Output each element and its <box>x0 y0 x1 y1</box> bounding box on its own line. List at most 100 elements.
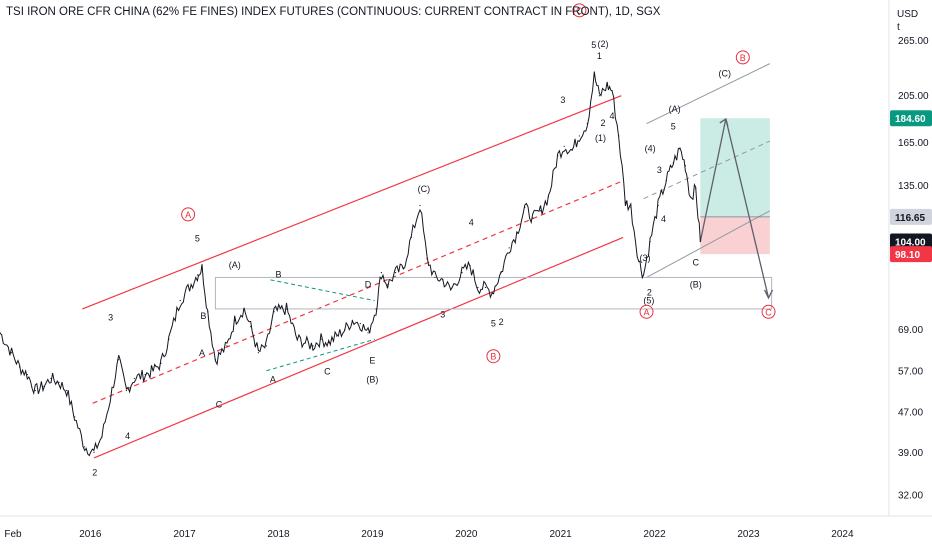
price-point <box>160 362 162 364</box>
price-point <box>58 381 60 383</box>
wave-label: C <box>692 258 699 268</box>
price-point <box>642 274 645 276</box>
x-tick-label: 2024 <box>831 529 854 540</box>
price-point <box>207 311 209 313</box>
price-point <box>179 300 181 302</box>
wave-label: 5 <box>195 234 200 244</box>
x-tick-label: 2022 <box>643 529 666 540</box>
wave-label: B <box>200 311 206 321</box>
price-point <box>296 338 298 340</box>
y-tick-label: 47.00 <box>898 408 923 419</box>
channel-line-middle <box>92 180 624 404</box>
price-point <box>367 332 369 334</box>
price-point <box>638 260 640 262</box>
wave-label: 2 <box>92 468 97 478</box>
price-tag-label: 116.65 <box>895 213 925 224</box>
price-point <box>34 389 36 392</box>
price-point <box>624 201 627 203</box>
currency-label: USD t <box>897 8 918 34</box>
wave-label: (A) <box>669 104 681 114</box>
wave-label: 3 <box>440 310 445 320</box>
price-point <box>84 446 86 448</box>
y-tick-label: 135.00 <box>898 181 929 192</box>
wave-label: 3 <box>108 313 113 323</box>
wave-label: (B) <box>690 279 702 289</box>
price-point <box>394 272 397 274</box>
time-axis[interactable]: Feb 2016 2017 2018 2019 2020 2021 2022 2023 2024 <box>4 529 854 540</box>
x-tick-label: 2023 <box>737 529 760 540</box>
price-axis[interactable]: 265.00 205.00 165.00 135.00 104.00 69.00 57.00… <box>898 36 929 501</box>
triangle-lower-line <box>266 338 375 372</box>
price-point <box>152 370 154 372</box>
x-tick-label: 2020 <box>455 529 478 540</box>
price-point <box>593 75 595 77</box>
price-point <box>18 366 21 368</box>
projection-arrow-up <box>719 117 729 127</box>
circled-wave-marker <box>761 304 776 319</box>
price-point <box>214 359 217 361</box>
y-tick-label: 69.00 <box>898 325 923 336</box>
price-point <box>243 308 245 310</box>
channel-line-lower <box>93 236 624 459</box>
price-point <box>226 345 228 347</box>
price-point <box>508 247 510 249</box>
price-point <box>320 338 322 340</box>
wave-label: 3 <box>657 165 662 175</box>
price-point <box>618 135 620 137</box>
wave-label: (B) <box>366 374 378 384</box>
circled-wave-label: C <box>765 307 772 317</box>
wave-label: 3 <box>560 95 565 105</box>
price-tag-label: 184.60 <box>895 114 926 125</box>
price-tag-bg <box>890 246 932 263</box>
price-tag-bg <box>890 208 932 225</box>
channel-line-upper <box>82 95 622 310</box>
price-point <box>125 389 127 392</box>
price-series <box>0 71 701 457</box>
price-tag-label: 98.10 <box>895 250 920 261</box>
price-point <box>265 345 267 347</box>
circled-wave-label: A <box>185 210 191 220</box>
grey-channel-line-0 <box>646 63 771 125</box>
circled-wave-marker <box>572 3 587 18</box>
price-point <box>42 385 44 388</box>
price-point <box>679 148 681 150</box>
price-point <box>539 210 542 212</box>
price-point <box>672 162 674 164</box>
price-point <box>66 389 68 392</box>
price-point <box>606 84 608 87</box>
circled-wave-label: C <box>576 6 583 16</box>
price-point <box>426 258 428 260</box>
wave-label: (4) <box>645 144 656 154</box>
price-tag-label: 104.00 <box>895 238 926 249</box>
wave-label: A <box>270 374 276 384</box>
circled-wave-label: B <box>490 352 496 362</box>
x-tick-label: 2016 <box>79 529 102 540</box>
price-point <box>547 196 550 198</box>
currency-sub-unit: t <box>897 22 900 33</box>
price-point <box>234 319 236 322</box>
price-line <box>0 71 701 457</box>
price-point <box>410 236 412 239</box>
wave-label: 5 <box>491 319 496 329</box>
price-point <box>699 240 701 243</box>
price-point <box>557 155 559 157</box>
projection-arrow-down <box>763 289 774 300</box>
price-point <box>101 435 103 438</box>
price-point <box>285 308 288 310</box>
x-tick-label: 2021 <box>549 529 572 540</box>
price-point <box>586 123 588 125</box>
price-point <box>500 272 502 274</box>
price-point <box>312 345 314 347</box>
price-point <box>598 95 601 97</box>
wave-label: 5 <box>671 122 676 132</box>
price-point <box>93 451 95 453</box>
price-point <box>387 284 389 286</box>
price-point <box>491 292 493 294</box>
wave-label: 2 <box>647 287 652 297</box>
x-tick-label: 2019 <box>361 529 384 540</box>
circled-wave-label: B <box>740 53 746 63</box>
price-point <box>50 377 52 380</box>
